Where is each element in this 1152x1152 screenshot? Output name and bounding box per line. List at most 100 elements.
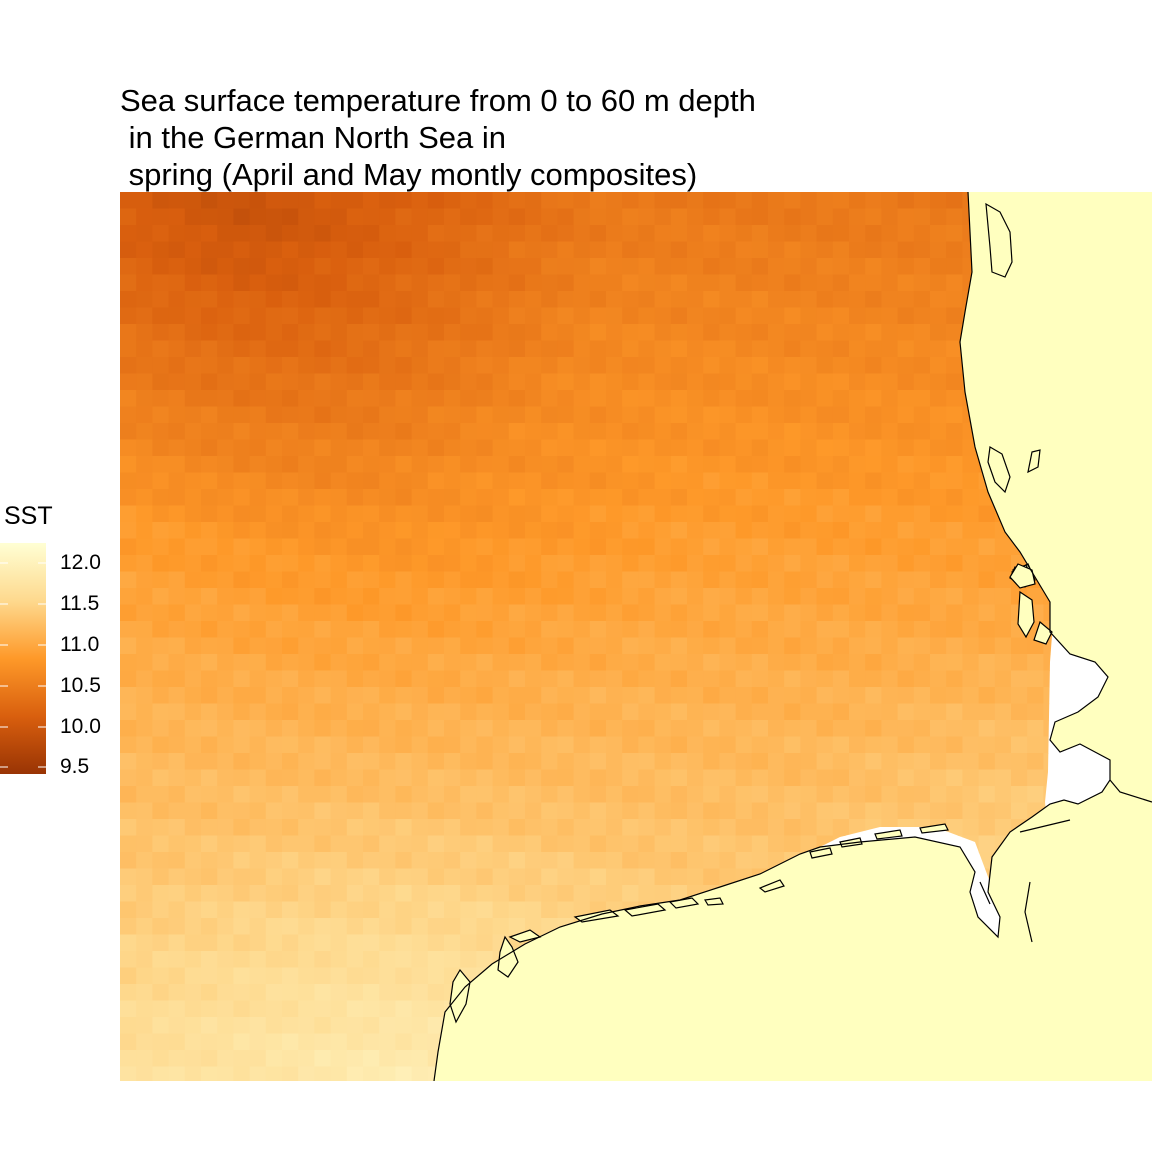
sst-cell xyxy=(719,637,737,655)
sst-cell xyxy=(865,406,882,424)
sst-cell xyxy=(849,225,866,243)
sst-cell xyxy=(136,868,153,886)
sst-cell xyxy=(784,571,801,589)
sst-cell xyxy=(298,621,315,639)
sst-cell xyxy=(136,901,153,919)
sst-cell xyxy=(687,522,704,540)
sst-cell xyxy=(832,819,850,837)
sst-cell xyxy=(865,522,882,540)
sst-cell xyxy=(751,406,769,424)
sst-cell xyxy=(557,274,575,292)
sst-cell xyxy=(751,637,769,655)
sst-cell xyxy=(703,802,720,820)
sst-cell xyxy=(282,522,299,540)
sst-cell xyxy=(881,687,899,705)
sst-cell xyxy=(346,274,364,292)
sst-cell xyxy=(800,637,818,655)
sst-cell xyxy=(573,604,591,622)
sst-cell xyxy=(265,720,283,738)
sst-cell xyxy=(346,637,364,655)
sst-cell xyxy=(703,604,720,622)
sst-cell xyxy=(201,390,218,408)
sst-cell xyxy=(217,786,234,804)
sst-cell xyxy=(573,868,591,886)
sst-cell xyxy=(330,555,348,573)
sst-cell xyxy=(476,621,494,639)
sst-cell xyxy=(298,208,315,226)
sst-cell xyxy=(849,687,866,705)
sst-cell xyxy=(800,505,818,523)
sst-cell xyxy=(687,571,704,589)
sst-cell xyxy=(217,555,234,573)
sst-cell xyxy=(606,439,623,457)
sst-cell xyxy=(606,835,623,853)
sst-cell xyxy=(184,241,202,259)
sst-cell xyxy=(784,456,801,474)
sst-cell xyxy=(298,654,315,672)
sst-cell xyxy=(330,192,348,210)
sst-cell xyxy=(136,1066,153,1081)
sst-cell xyxy=(865,439,882,457)
sst-cell xyxy=(249,472,267,490)
sst-cell xyxy=(541,406,558,424)
sst-cell xyxy=(881,489,899,507)
sst-cell xyxy=(217,769,234,787)
sst-cell xyxy=(411,621,429,639)
sst-cell xyxy=(962,654,980,672)
sst-cell xyxy=(687,406,704,424)
sst-cell xyxy=(379,291,396,309)
sst-cell xyxy=(832,208,850,226)
sst-cell xyxy=(298,307,315,325)
sst-cell xyxy=(703,687,720,705)
sst-cell xyxy=(638,208,656,226)
sst-cell xyxy=(687,769,704,787)
sst-cell xyxy=(168,1033,186,1051)
sst-cell xyxy=(492,538,510,556)
sst-cell xyxy=(217,439,234,457)
sst-cell xyxy=(994,687,1012,705)
sst-cell xyxy=(363,769,380,787)
sst-cell xyxy=(476,538,494,556)
sst-cell xyxy=(768,555,785,573)
sst-cell xyxy=(476,423,494,441)
sst-cell xyxy=(330,885,348,903)
sst-cell xyxy=(249,571,267,589)
sst-cell xyxy=(719,588,737,606)
sst-cell xyxy=(735,604,753,622)
sst-cell xyxy=(395,357,413,375)
sst-cell xyxy=(379,967,396,985)
sst-cell xyxy=(1043,687,1061,705)
sst-cell xyxy=(816,555,834,573)
sst-cell xyxy=(541,769,558,787)
sst-cell xyxy=(444,324,461,342)
sst-cell xyxy=(233,538,251,556)
sst-cell xyxy=(427,373,445,391)
sst-cell xyxy=(849,241,866,259)
sst-cell xyxy=(913,654,931,672)
sst-cell xyxy=(573,258,591,276)
sst-cell xyxy=(962,819,980,837)
sst-cell xyxy=(363,703,380,721)
sst-cell xyxy=(346,241,364,259)
sst-cell xyxy=(670,456,688,474)
sst-cell xyxy=(314,571,332,589)
sst-cell xyxy=(265,1000,283,1018)
sst-cell xyxy=(363,753,380,771)
sst-cell xyxy=(557,423,575,441)
sst-cell xyxy=(913,802,931,820)
sst-cell xyxy=(201,241,218,259)
sst-cell xyxy=(168,390,186,408)
sst-cell xyxy=(881,390,899,408)
sst-cell xyxy=(816,802,834,820)
sst-cell xyxy=(800,720,818,738)
sst-cell xyxy=(654,489,672,507)
sst-cell xyxy=(1011,753,1028,771)
sst-cell xyxy=(282,720,299,738)
sst-cell xyxy=(460,687,477,705)
sst-cell xyxy=(411,439,429,457)
sst-cell xyxy=(217,1017,234,1035)
sst-cell xyxy=(460,456,477,474)
sst-cell xyxy=(346,192,364,210)
sst-cell xyxy=(346,439,364,457)
sst-cell xyxy=(525,373,542,391)
